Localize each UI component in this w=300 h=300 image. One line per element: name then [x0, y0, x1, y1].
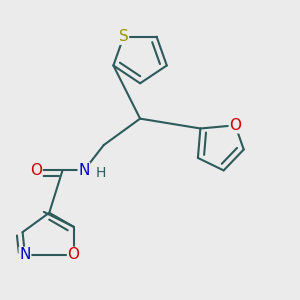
Text: N: N — [78, 163, 90, 178]
Text: H: H — [96, 166, 106, 180]
Text: S: S — [119, 29, 128, 44]
Text: O: O — [30, 163, 42, 178]
Text: N: N — [19, 248, 31, 262]
Text: O: O — [229, 118, 241, 133]
Text: O: O — [68, 248, 80, 262]
